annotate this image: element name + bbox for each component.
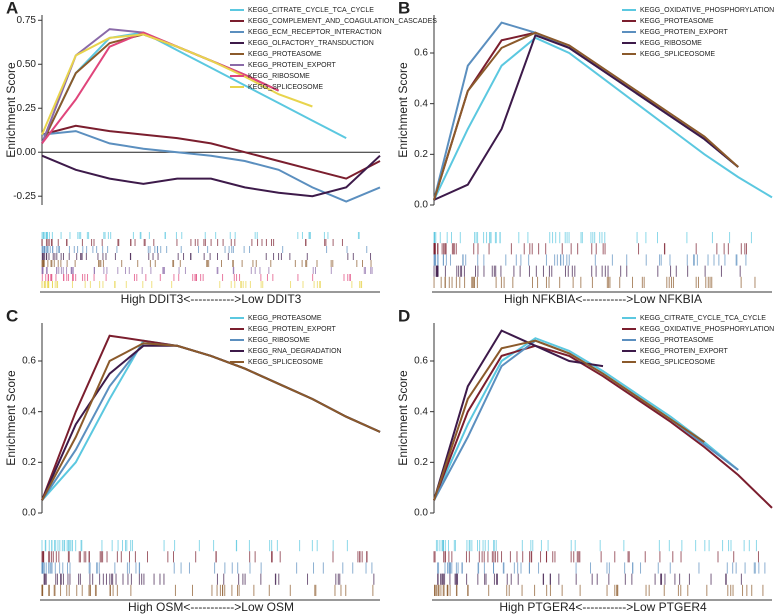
panel: A Enrichment Score -0.25 0.00 0.25 0.50 0.75 KE… [4,0,437,306]
legend-label: KEGG_PROTEASOME [248,315,322,322]
y-tick-label: 0.75 [17,15,37,26]
panel: C Enrichment Score 0.0 0.2 0.4 0.6 KEGG_PROTEA… [4,306,381,614]
legend-label: KEGG_PROTEASOME [640,337,714,344]
y-tick-label: 0.4 [414,98,428,109]
es-curve [433,339,705,501]
x-axis-title: High OSM<----------->Low OSM [128,600,294,614]
es-curve [433,344,773,509]
y-axis-title: Enrichment Score [396,62,410,158]
panel: D Enrichment Score 0.0 0.2 0.4 0.6 KEGG_CITRAT… [396,306,774,614]
y-tick-label: 0.2 [414,149,428,160]
y-tick-label: 0.0 [22,508,36,519]
panel-label: A [6,0,18,17]
legend-label: KEGG_CITRATE_CYCLE_TCA_CYCLE [640,315,766,322]
es-curve [41,130,381,203]
es-curve [433,36,773,201]
es-curve [41,31,347,144]
y-tick-label: 0.2 [22,457,36,468]
legend-label: KEGG_SPLICEOSOME [248,359,323,366]
y-tick-label: 0.0 [414,200,428,211]
es-curve [433,21,739,201]
es-curve [41,342,381,501]
legend-label: KEGG_PROTEIN_EXPORT [248,62,337,69]
legend-label: KEGG_ECM_RECEPTOR_INTERACTION [248,29,382,36]
panel-label: D [398,306,410,325]
legend-label: KEGG_RIBOSOME [640,40,702,47]
y-tick-label: 0.2 [414,457,428,468]
es-curve [433,31,739,201]
legend-label: KEGG_OXIDATIVE_PHOSPHORYLATION [640,326,774,333]
legend-label: KEGG_OXIDATIVE_PHOSPHORYLATION [640,7,774,14]
legend-label: KEGG_PROTEIN_EXPORT [640,348,729,355]
legend-label: KEGG_PROTEASOME [248,51,322,58]
legend-label: KEGG_PROTEIN_EXPORT [640,29,729,36]
legend-label: KEGG_COMPLEMENT_AND_COAGULATION_CASCADES [248,18,437,25]
legend-label: KEGG_SPLICEOSOME [640,51,715,58]
es-curve [433,337,739,501]
legend-label: KEGG_SPLICEOSOME [640,359,715,366]
es-curve [433,34,739,201]
es-curve [41,342,381,501]
y-tick-label: -0.25 [13,191,36,202]
es-curve [41,124,381,180]
es-curve [41,339,381,501]
y-tick-label: 0.4 [414,406,428,417]
legend-label: KEGG_PROTEASOME [640,18,714,25]
legend-label: KEGG_CITRATE_CYCLE_TCA_CYCLE [248,7,374,14]
y-axis-title: Enrichment Score [4,370,18,466]
x-axis-title: High NFKBIA<----------->Low NFKBIA [504,292,702,306]
panel-label: B [398,0,410,17]
es-curve [433,329,604,501]
y-tick-label: 0.6 [414,356,428,367]
y-tick-label: 0.25 [17,103,37,114]
legend-label: KEGG_RIBOSOME [248,73,310,80]
x-axis-title: High PTGER4<----------->Low PTGER4 [499,600,707,614]
y-tick-label: 0.0 [414,508,428,519]
y-tick-label: 0.00 [17,147,37,158]
y-tick-label: 0.6 [414,48,428,59]
panel: B Enrichment Score 0.0 0.2 0.4 0.6 KEGG_OXIDAT… [396,0,774,306]
y-tick-label: 0.50 [17,59,37,70]
y-tick-label: 0.4 [22,406,36,417]
legend-label: KEGG_SPLICEOSOME [248,84,323,91]
y-axis-title: Enrichment Score [4,62,18,158]
es-curve [41,154,381,198]
legend-label: KEGG_OLFACTORY_TRANSDUCTION [248,40,374,47]
panel-label: C [6,306,18,325]
legend-label: KEGG_RIBOSOME [248,337,310,344]
legend-label: KEGG_RNA_DEGRADATION [248,348,342,355]
legend-label: KEGG_PROTEIN_EXPORT [248,326,337,333]
y-tick-label: 0.6 [22,356,36,367]
x-axis-title: High DDIT3<----------->Low DDIT3 [121,292,302,306]
es-curve [41,33,313,135]
y-axis-title: Enrichment Score [396,370,410,466]
es-curve [41,344,381,501]
